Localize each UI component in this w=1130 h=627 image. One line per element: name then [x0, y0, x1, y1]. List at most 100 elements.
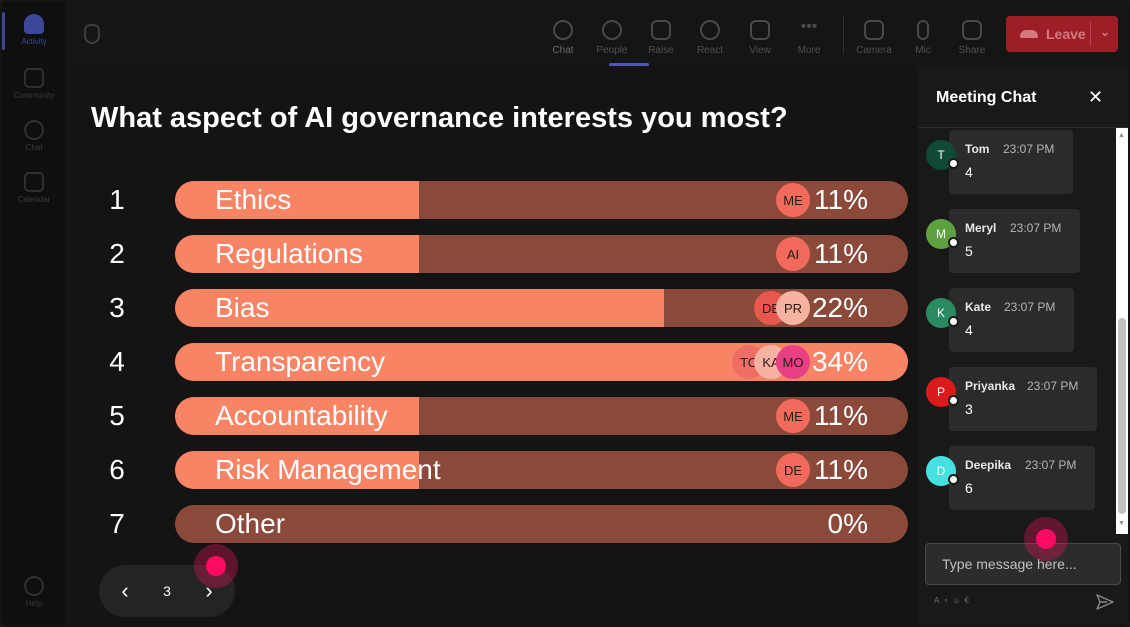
- toolbar-more-button[interactable]: ••• More: [784, 2, 834, 68]
- message-timestamp: 23:07 PM: [1027, 379, 1079, 393]
- mic-icon: [917, 20, 929, 40]
- poll-question: What aspect of AI governance interests y…: [91, 102, 788, 134]
- poll-option-row: 1 Ethics ME 11%: [68, 181, 916, 219]
- poll-option-row: 4 Transparency TO KA MO 34%: [68, 343, 916, 381]
- left-rail: Activity Community Chat Calendar Help: [2, 2, 66, 625]
- voter-avatar: MO: [776, 345, 810, 379]
- scrollbar-thumb[interactable]: [1118, 318, 1126, 514]
- calendar-icon: [24, 172, 44, 192]
- chat-message: Priyanka 23:07 PM 3 P: [918, 367, 1114, 433]
- option-bar-fill: [175, 181, 419, 219]
- option-percentage: 11%: [814, 184, 868, 215]
- share-icon: [962, 20, 982, 40]
- send-icon[interactable]: [1096, 594, 1114, 610]
- page-number: 3: [163, 583, 171, 599]
- chevron-right-icon[interactable]: ›: [205, 578, 213, 603]
- option-bar: Risk Management DE 11%: [175, 451, 908, 489]
- leave-label: Leave: [1046, 26, 1086, 42]
- scroll-up-icon[interactable]: ▲: [1118, 132, 1125, 139]
- scroll-down-icon[interactable]: ▼: [1118, 520, 1125, 527]
- sender-name: Deepika: [965, 458, 1012, 472]
- presence-status-icon: [948, 395, 959, 406]
- voter-avatar: DE: [776, 453, 810, 487]
- presence-status-icon: [948, 474, 959, 485]
- chat-message-input[interactable]: [925, 543, 1121, 585]
- voter-avatar: PR: [776, 291, 810, 325]
- option-bar: Transparency TO KA MO 34%: [175, 343, 908, 381]
- voter-avatars: ME: [776, 183, 810, 217]
- rail-item-chat[interactable]: Chat: [2, 110, 66, 162]
- active-tab-indicator: [609, 63, 649, 66]
- meeting-toolbar: Chat People Raise React View ••• More Ca…: [66, 2, 1128, 68]
- chat-message: Deepika 23:07 PM 6 D: [918, 446, 1114, 512]
- toolbar-react-button[interactable]: React: [685, 2, 735, 68]
- shield-icon: [84, 24, 100, 44]
- message-timestamp: 23:07 PM: [1004, 300, 1056, 314]
- rail-item-help[interactable]: Help: [2, 566, 66, 618]
- toolbar-label: React: [696, 45, 724, 56]
- poll-option-row: 6 Risk Management DE 11%: [68, 451, 916, 489]
- rail-item-label: Help: [25, 599, 43, 608]
- community-icon: [24, 68, 44, 88]
- more-icon: •••: [800, 18, 818, 35]
- toolbar-camera-button[interactable]: Camera: [849, 2, 899, 68]
- rail-item-activity[interactable]: Activity: [2, 4, 66, 56]
- toolbar-raise-button[interactable]: Raise: [636, 2, 686, 68]
- option-number: 6: [109, 454, 125, 485]
- toolbar-mic-button[interactable]: Mic: [898, 2, 948, 68]
- toolbar-label: Camera: [856, 45, 892, 56]
- toolbar-people-button[interactable]: People: [587, 2, 637, 68]
- option-bar: Accountability ME 11%: [175, 397, 908, 435]
- attach-icon[interactable]: ∘: [943, 596, 949, 605]
- leave-divider: [1090, 22, 1091, 46]
- message-text: 3: [965, 401, 973, 417]
- gif-icon[interactable]: €: [964, 596, 969, 605]
- voter-avatar: AI: [776, 237, 810, 271]
- presence-status-icon: [948, 316, 959, 327]
- option-label: Regulations: [215, 238, 363, 269]
- voter-avatars: AI: [776, 237, 810, 271]
- option-label: Risk Management: [215, 454, 441, 485]
- option-number: 2: [109, 238, 125, 269]
- poll-option-row: 3 Bias DE PR 22%: [68, 289, 916, 327]
- presence-status-icon: [948, 237, 959, 248]
- voter-avatars: DE: [776, 453, 810, 487]
- toolbar-view-button[interactable]: View: [735, 2, 785, 68]
- toolbar-label: More: [797, 45, 821, 56]
- option-number: 5: [109, 400, 125, 431]
- chat-header: Meeting Chat ✕: [918, 68, 1128, 128]
- sender-name: Kate: [965, 300, 992, 314]
- format-icon[interactable]: A: [934, 596, 940, 605]
- option-percentage: 11%: [814, 400, 868, 431]
- chat-scrollbar[interactable]: ▲ ▼: [1116, 128, 1128, 534]
- toolbar-chat-button[interactable]: Chat: [538, 2, 588, 68]
- leave-button[interactable]: Leave ⌄: [1006, 16, 1118, 52]
- option-bar: Ethics ME 11%: [175, 181, 908, 219]
- chevron-left-icon[interactable]: ‹: [121, 578, 129, 603]
- chevron-down-icon[interactable]: ⌄: [1100, 25, 1111, 39]
- message-text: 6: [965, 480, 973, 496]
- sender-name: Priyanka: [965, 379, 1016, 393]
- toolbar-label: People: [596, 45, 628, 56]
- option-bar-fill: [175, 289, 664, 327]
- voter-avatars: ME: [776, 399, 810, 433]
- message-timestamp: 23:07 PM: [1003, 142, 1055, 156]
- message-timestamp: 23:07 PM: [1025, 458, 1077, 472]
- option-number: 1: [109, 184, 125, 215]
- rail-item-calendar[interactable]: Calendar: [2, 162, 66, 214]
- option-percentage: 0%: [827, 508, 868, 539]
- chat-title: Meeting Chat: [936, 89, 1037, 106]
- poll-option-row: 2 Regulations AI 11%: [68, 235, 916, 273]
- option-percentage: 11%: [814, 454, 868, 485]
- hand-icon: [651, 20, 671, 40]
- presence-status-icon: [948, 158, 959, 169]
- toolbar-share-button[interactable]: Share: [947, 2, 997, 68]
- chat-message: Kate 23:07 PM 4 K: [918, 288, 1114, 354]
- option-bar-fill: [175, 235, 419, 273]
- toolbar-label: Chat: [552, 45, 574, 56]
- close-icon[interactable]: ✕: [1088, 87, 1104, 107]
- rail-item-community[interactable]: Community: [2, 58, 66, 110]
- emoji-icon[interactable]: ☺: [952, 596, 961, 605]
- toolbar-label: Share: [958, 45, 986, 56]
